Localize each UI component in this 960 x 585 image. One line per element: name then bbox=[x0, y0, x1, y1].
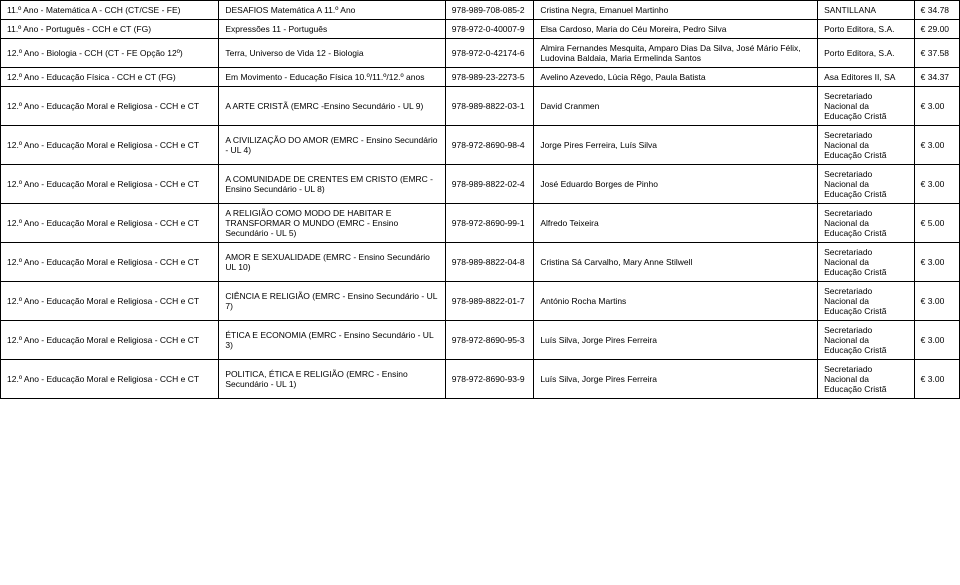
cell-subject: 12.º Ano - Educação Moral e Religiosa - … bbox=[1, 126, 219, 165]
cell-isbn: 978-989-8822-01-7 bbox=[445, 282, 534, 321]
cell-publisher: Secretariado Nacional da Educação Cristã bbox=[818, 360, 915, 399]
cell-subject: 11.º Ano - Português - CCH e CT (FG) bbox=[1, 20, 219, 39]
cell-author: Avelino Azevedo, Lúcia Rêgo, Paula Batis… bbox=[534, 68, 818, 87]
cell-isbn: 978-972-8690-95-3 bbox=[445, 321, 534, 360]
table-row: 12.º Ano - Educação Moral e Religiosa - … bbox=[1, 282, 960, 321]
cell-isbn: 978-989-8822-04-8 bbox=[445, 243, 534, 282]
cell-author: Elsa Cardoso, Maria do Céu Moreira, Pedr… bbox=[534, 20, 818, 39]
table-row: 12.º Ano - Biologia - CCH (CT - FE Opção… bbox=[1, 39, 960, 68]
cell-price: € 3.00 bbox=[914, 165, 959, 204]
cell-subject: 12.º Ano - Educação Moral e Religiosa - … bbox=[1, 321, 219, 360]
cell-book: A CIVILIZAÇÃO DO AMOR (EMRC - Ensino Sec… bbox=[219, 126, 445, 165]
cell-book: POLITICA, ÉTICA E RELIGIÃO (EMRC - Ensin… bbox=[219, 360, 445, 399]
cell-subject: 11.º Ano - Matemática A - CCH (CT/CSE - … bbox=[1, 1, 219, 20]
table-row: 12.º Ano - Educação Física - CCH e CT (F… bbox=[1, 68, 960, 87]
table-row: 12.º Ano - Educação Moral e Religiosa - … bbox=[1, 87, 960, 126]
cell-book: A COMUNIDADE DE CRENTES EM CRISTO (EMRC … bbox=[219, 165, 445, 204]
cell-book: AMOR E SEXUALIDADE (EMRC - Ensino Secund… bbox=[219, 243, 445, 282]
cell-price: € 37.58 bbox=[914, 39, 959, 68]
cell-author: Alfredo Teixeira bbox=[534, 204, 818, 243]
cell-price: € 3.00 bbox=[914, 321, 959, 360]
cell-isbn: 978-989-708-085-2 bbox=[445, 1, 534, 20]
cell-author: José Eduardo Borges de Pinho bbox=[534, 165, 818, 204]
cell-subject: 12.º Ano - Educação Moral e Religiosa - … bbox=[1, 87, 219, 126]
cell-book: ÉTICA E ECONOMIA (EMRC - Ensino Secundár… bbox=[219, 321, 445, 360]
cell-isbn: 978-972-8690-93-9 bbox=[445, 360, 534, 399]
cell-subject: 12.º Ano - Biologia - CCH (CT - FE Opção… bbox=[1, 39, 219, 68]
table-row: 12.º Ano - Educação Moral e Religiosa - … bbox=[1, 360, 960, 399]
cell-book: Terra, Universo de Vida 12 - Biologia bbox=[219, 39, 445, 68]
cell-author: António Rocha Martins bbox=[534, 282, 818, 321]
cell-book: A ARTE CRISTÃ (EMRC -Ensino Secundário -… bbox=[219, 87, 445, 126]
cell-price: € 29.00 bbox=[914, 20, 959, 39]
cell-price: € 34.78 bbox=[914, 1, 959, 20]
cell-isbn: 978-989-23-2273-5 bbox=[445, 68, 534, 87]
cell-isbn: 978-972-0-40007-9 bbox=[445, 20, 534, 39]
cell-author: Jorge Pires Ferreira, Luís Silva bbox=[534, 126, 818, 165]
cell-publisher: Secretariado Nacional da Educação Cristã bbox=[818, 282, 915, 321]
table-row: 12.º Ano - Educação Moral e Religiosa - … bbox=[1, 165, 960, 204]
cell-book: DESAFIOS Matemática A 11.º Ano bbox=[219, 1, 445, 20]
cell-book: CIÊNCIA E RELIGIÃO (EMRC - Ensino Secund… bbox=[219, 282, 445, 321]
cell-publisher: Porto Editora, S.A. bbox=[818, 39, 915, 68]
cell-publisher: Secretariado Nacional da Educação Cristã bbox=[818, 321, 915, 360]
cell-author: Almira Fernandes Mesquita, Amparo Dias D… bbox=[534, 39, 818, 68]
cell-publisher: Secretariado Nacional da Educação Cristã bbox=[818, 87, 915, 126]
cell-price: € 3.00 bbox=[914, 87, 959, 126]
cell-book: A RELIGIÃO COMO MODO DE HABITAR E TRANSF… bbox=[219, 204, 445, 243]
table-row: 12.º Ano - Educação Moral e Religiosa - … bbox=[1, 243, 960, 282]
table-row: 11.º Ano - Matemática A - CCH (CT/CSE - … bbox=[1, 1, 960, 20]
cell-author: Cristina Sá Carvalho, Mary Anne Stilwell bbox=[534, 243, 818, 282]
cell-publisher: Secretariado Nacional da Educação Cristã bbox=[818, 126, 915, 165]
cell-publisher: Porto Editora, S.A. bbox=[818, 20, 915, 39]
cell-publisher: SANTILLANA bbox=[818, 1, 915, 20]
cell-book: Em Movimento - Educação Física 10.º/11.º… bbox=[219, 68, 445, 87]
textbook-table: 11.º Ano - Matemática A - CCH (CT/CSE - … bbox=[0, 0, 960, 399]
cell-subject: 12.º Ano - Educação Moral e Religiosa - … bbox=[1, 243, 219, 282]
cell-publisher: Secretariado Nacional da Educação Cristã bbox=[818, 165, 915, 204]
cell-subject: 12.º Ano - Educação Moral e Religiosa - … bbox=[1, 282, 219, 321]
cell-isbn: 978-972-8690-98-4 bbox=[445, 126, 534, 165]
cell-subject: 12.º Ano - Educação Moral e Religiosa - … bbox=[1, 165, 219, 204]
cell-author: David Cranmen bbox=[534, 87, 818, 126]
cell-isbn: 978-972-0-42174-6 bbox=[445, 39, 534, 68]
cell-author: Luís Silva, Jorge Pires Ferreira bbox=[534, 360, 818, 399]
cell-subject: 12.º Ano - Educação Física - CCH e CT (F… bbox=[1, 68, 219, 87]
cell-price: € 3.00 bbox=[914, 243, 959, 282]
cell-subject: 12.º Ano - Educação Moral e Religiosa - … bbox=[1, 204, 219, 243]
table-row: 12.º Ano - Educação Moral e Religiosa - … bbox=[1, 126, 960, 165]
table-row: 12.º Ano - Educação Moral e Religiosa - … bbox=[1, 321, 960, 360]
cell-author: Luís Silva, Jorge Pires Ferreira bbox=[534, 321, 818, 360]
cell-book: Expressões 11 - Português bbox=[219, 20, 445, 39]
cell-price: € 34.37 bbox=[914, 68, 959, 87]
cell-isbn: 978-989-8822-02-4 bbox=[445, 165, 534, 204]
cell-isbn: 978-989-8822-03-1 bbox=[445, 87, 534, 126]
cell-publisher: Asa Editores II, SA bbox=[818, 68, 915, 87]
cell-subject: 12.º Ano - Educação Moral e Religiosa - … bbox=[1, 360, 219, 399]
cell-isbn: 978-972-8690-99-1 bbox=[445, 204, 534, 243]
table-row: 12.º Ano - Educação Moral e Religiosa - … bbox=[1, 204, 960, 243]
table-row: 11.º Ano - Português - CCH e CT (FG)Expr… bbox=[1, 20, 960, 39]
cell-author: Cristina Negra, Emanuel Martinho bbox=[534, 1, 818, 20]
cell-publisher: Secretariado Nacional da Educação Cristã bbox=[818, 243, 915, 282]
cell-price: € 5.00 bbox=[914, 204, 959, 243]
cell-price: € 3.00 bbox=[914, 282, 959, 321]
cell-price: € 3.00 bbox=[914, 126, 959, 165]
cell-publisher: Secretariado Nacional da Educação Cristã bbox=[818, 204, 915, 243]
cell-price: € 3.00 bbox=[914, 360, 959, 399]
